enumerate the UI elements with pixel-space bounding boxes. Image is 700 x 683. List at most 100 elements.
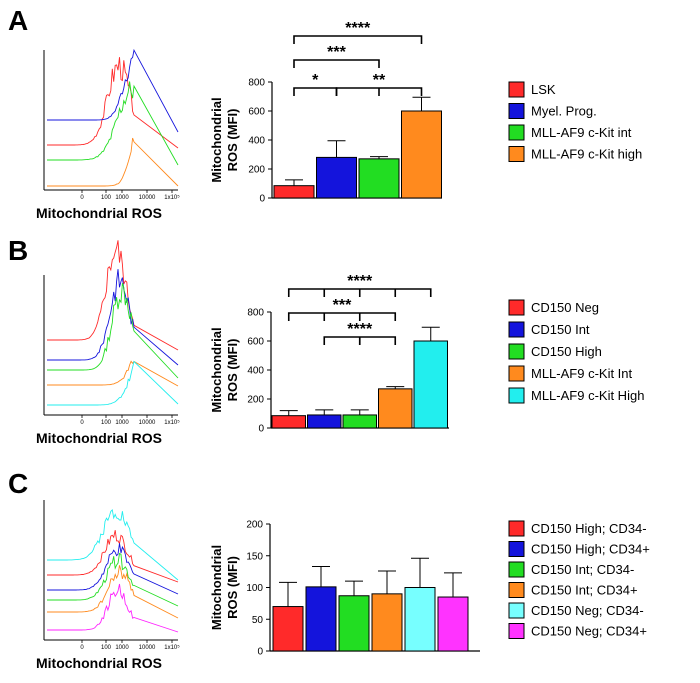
y-axis-label-line: ROS (MFI) <box>225 109 240 172</box>
legend-swatch <box>508 299 525 316</box>
bar <box>413 340 448 429</box>
bar <box>305 586 337 652</box>
histogram-x-label: Mitochondrial ROS <box>36 655 162 671</box>
legend-label: CD150 High <box>531 344 602 359</box>
bar <box>401 110 442 199</box>
legend-label: CD150 Neg; CD34- <box>531 603 644 618</box>
bar <box>378 388 413 429</box>
legend-item: CD150 High; CD34+ <box>508 541 650 557</box>
y-tick-label: 800 <box>248 78 265 89</box>
legend-swatch <box>508 124 525 141</box>
histogram-tick-label: 0 <box>80 645 84 651</box>
y-tick-label: 0 <box>258 424 264 435</box>
legend-swatch <box>508 103 525 119</box>
histogram-curve <box>47 137 179 187</box>
y-axis-label: MitochondrialROS (MFI) <box>209 327 240 412</box>
y-tick-label: 50 <box>252 615 264 626</box>
bracket-line <box>293 59 380 68</box>
bar <box>404 587 436 652</box>
y-axis-label: MitochondrialROS (MFI) <box>209 97 240 182</box>
legend-item: CD150 High; CD34- <box>508 520 647 537</box>
legend-label: CD150 High; CD34+ <box>531 542 650 557</box>
histogram-curve <box>47 48 179 133</box>
legend-label: MLL-AF9 c-Kit high <box>531 147 642 162</box>
legend-swatch <box>508 541 525 557</box>
legend-label: MLL-AF9 c-Kit Int <box>531 366 633 381</box>
histogram-tick-label: 100 <box>101 195 112 201</box>
legend-swatch <box>508 365 525 382</box>
histogram-tick-label: 0 <box>80 420 84 426</box>
legend-swatch <box>508 520 525 537</box>
legend-label: CD150 Int <box>531 322 590 337</box>
legend-item: CD150 Int; CD34+ <box>508 582 638 598</box>
bar <box>358 158 400 199</box>
legend-swatch <box>508 602 525 619</box>
legend-item: CD150 High <box>508 343 602 360</box>
significance-label: *** <box>333 297 352 314</box>
significance-bracket: *** <box>293 44 380 68</box>
histogram-curve <box>47 543 179 595</box>
bracket-line <box>293 87 338 96</box>
histogram-tick-label: 1x10⁵ <box>164 194 180 201</box>
histogram-curve <box>47 57 179 149</box>
significance-bracket: **** <box>293 20 423 44</box>
histogram-curve <box>47 530 179 583</box>
legend-label: LSK <box>531 82 556 97</box>
legend-item: CD150 Neg; CD34+ <box>508 623 647 639</box>
legend-swatch <box>508 582 525 598</box>
histogram-x-label: Mitochondrial ROS <box>36 205 162 221</box>
y-tick-label: 600 <box>248 107 265 118</box>
significance-label: **** <box>345 20 371 37</box>
bar <box>342 414 377 429</box>
y-tick-label: 400 <box>248 136 265 147</box>
bracket-line <box>293 35 423 44</box>
y-tick-label: 800 <box>247 308 264 319</box>
histogram-tick-label: 1000 <box>115 195 129 201</box>
y-tick-label: 150 <box>246 551 263 562</box>
y-axis-label: MitochondrialROS (MFI) <box>209 545 240 630</box>
histogram-tick-label: 10000 <box>139 195 156 201</box>
histogram-tick-label: 1000 <box>115 645 129 651</box>
legend-swatch <box>508 343 525 360</box>
y-tick-label: 0 <box>257 647 263 658</box>
histogram-curve <box>47 508 179 581</box>
y-tick-label: 0 <box>259 194 265 205</box>
histogram-curve <box>47 269 179 366</box>
legend-label: MLL-AF9 c-Kit High <box>531 388 644 403</box>
significance-label: **** <box>347 321 373 338</box>
histogram-curve <box>47 552 179 607</box>
significance-bracket: ** <box>335 72 423 96</box>
legend-item: CD150 Int; CD34- <box>508 561 634 578</box>
legend-swatch <box>508 81 525 98</box>
significance-label: **** <box>347 273 373 290</box>
y-axis-label-line: Mitochondrial <box>209 97 224 182</box>
histogram-curve <box>47 360 179 406</box>
histogram-tick-label: 100 <box>101 645 112 651</box>
legend-item: MLL-AF9 c-Kit Int <box>508 365 633 382</box>
legend-item: CD150 Neg <box>508 299 599 316</box>
bracket-line <box>287 312 397 321</box>
histogram-tick-label: 10000 <box>139 420 156 426</box>
y-tick-label: 400 <box>247 366 264 377</box>
legend-label: CD150 Neg; CD34+ <box>531 624 647 639</box>
legend-label: CD150 High; CD34- <box>531 521 647 536</box>
y-axis-label-line: Mitochondrial <box>209 327 224 412</box>
bar <box>437 596 469 652</box>
histogram-curve <box>47 240 179 351</box>
histogram-curve <box>47 360 179 387</box>
legend-item: LSK <box>508 81 556 98</box>
bar-chart: 0 50 100 150 200 MitochondrialROS (MFI) CD150 … <box>209 520 650 658</box>
y-axis-label-line: Mitochondrial <box>209 545 224 630</box>
histogram-curve <box>47 565 179 619</box>
y-tick-label: 200 <box>246 520 263 531</box>
y-tick-label: 100 <box>246 583 263 594</box>
y-tick-label: 200 <box>247 395 264 406</box>
significance-label: ** <box>373 72 386 89</box>
bar <box>272 606 304 652</box>
legend-swatch <box>508 146 525 162</box>
histogram-tick-label: 10000 <box>139 645 156 651</box>
